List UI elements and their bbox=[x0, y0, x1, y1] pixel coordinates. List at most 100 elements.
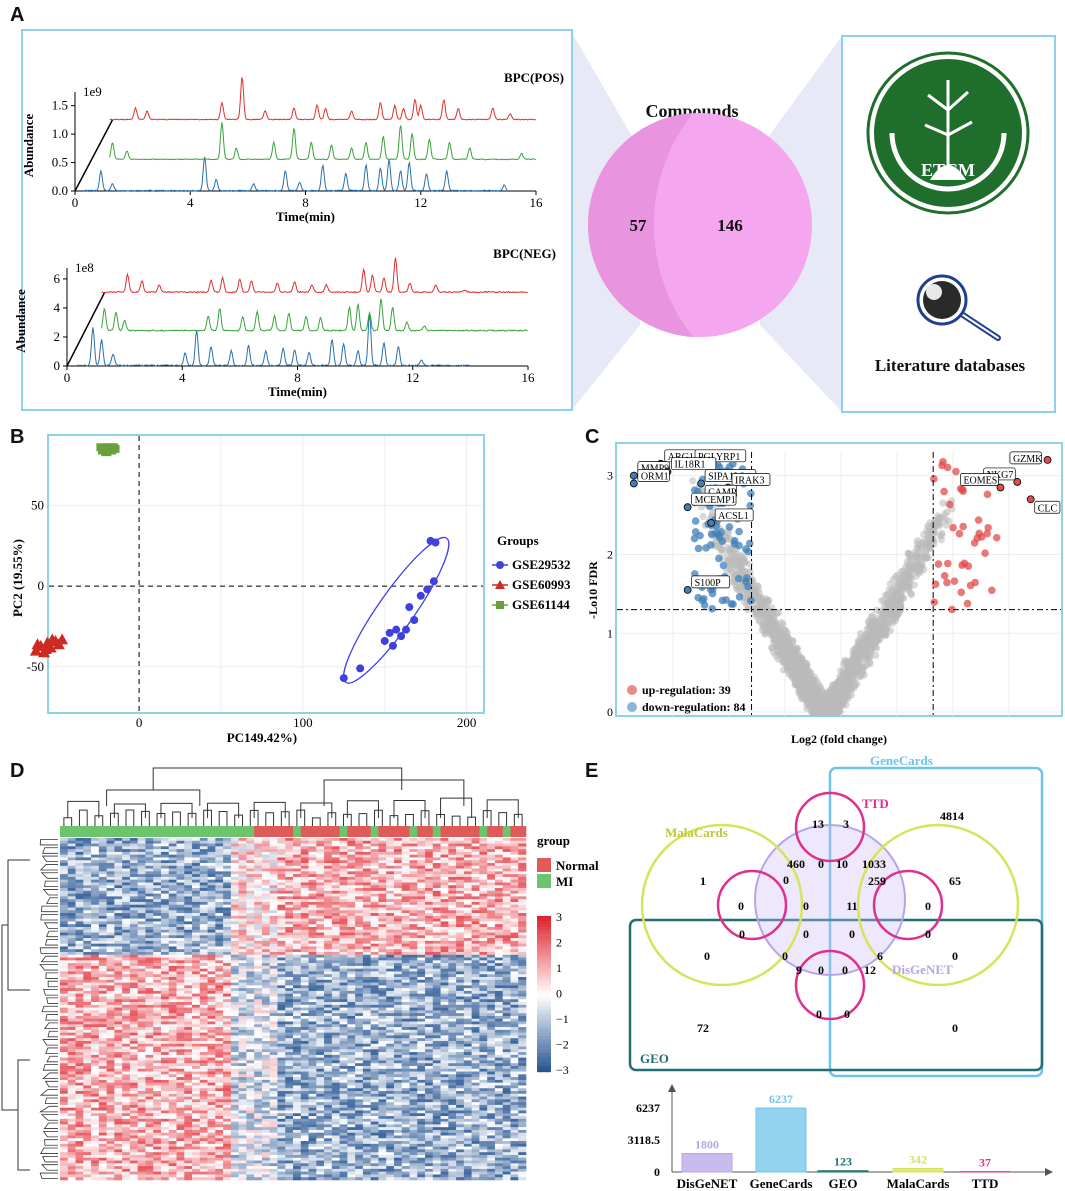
heatmap-cell bbox=[487, 913, 496, 917]
heatmap-cell bbox=[83, 874, 92, 878]
heatmap-cell bbox=[355, 854, 364, 858]
heatmap-cell bbox=[106, 926, 115, 931]
heatmap-cell bbox=[456, 879, 465, 883]
heatmap-cell bbox=[463, 846, 472, 850]
heatmap-cell bbox=[409, 938, 418, 942]
heatmap-cell bbox=[106, 849, 115, 853]
heatmap-cell bbox=[401, 838, 410, 842]
heatmap-cell bbox=[254, 840, 263, 844]
heatmap-cell bbox=[207, 926, 216, 931]
heatmap-cell bbox=[277, 843, 286, 847]
etcm-logo: ETCM bbox=[866, 51, 1030, 215]
heatmap-cell bbox=[83, 918, 92, 922]
heatmap-cell bbox=[293, 871, 302, 875]
labeled-gene-point bbox=[707, 519, 716, 527]
heatmap-cell bbox=[114, 954, 123, 958]
heatmap-cell bbox=[378, 904, 387, 908]
heatmap-cell bbox=[122, 868, 131, 872]
heatmap-cell bbox=[502, 954, 511, 958]
heatmap-cell bbox=[331, 935, 340, 939]
heatmap-cell bbox=[324, 938, 333, 942]
dendrogram-branch bbox=[39, 1172, 58, 1180]
heatmap-cell bbox=[98, 893, 107, 897]
heatmap-cell bbox=[129, 918, 138, 922]
heatmap-cell bbox=[168, 871, 177, 875]
heatmap-cell bbox=[114, 843, 123, 847]
dendrogram-branch bbox=[43, 1122, 58, 1129]
heatmap-cell bbox=[106, 932, 115, 936]
heatmap-cell bbox=[160, 938, 170, 942]
heatmap-cell bbox=[129, 838, 138, 842]
heatmap-cell bbox=[339, 868, 348, 872]
heatmap-cell bbox=[324, 885, 333, 889]
down-point bbox=[694, 544, 703, 553]
heatmap-cell bbox=[67, 874, 76, 878]
heatmap-cell bbox=[378, 965, 387, 969]
x-tick-label: 4 bbox=[187, 195, 194, 210]
heatmap-cell bbox=[479, 921, 488, 925]
heatmap-cell bbox=[129, 952, 138, 956]
heatmap-cell bbox=[114, 926, 123, 931]
heatmap-cell bbox=[370, 893, 379, 897]
heatmap-cell bbox=[137, 935, 146, 939]
heatmap-cell bbox=[440, 940, 449, 944]
heatmap-cell bbox=[129, 929, 138, 933]
heatmap-cell bbox=[417, 890, 426, 894]
grey-point bbox=[918, 559, 926, 567]
heatmap-cell bbox=[246, 882, 255, 886]
heatmap-cell bbox=[347, 965, 356, 969]
heatmap-cell bbox=[285, 957, 294, 961]
heatmap-cell bbox=[261, 846, 270, 850]
heatmap-cell bbox=[448, 882, 457, 886]
heatmap-cell bbox=[355, 943, 364, 947]
heatmap-cell bbox=[479, 938, 488, 942]
heatmap-cell bbox=[386, 885, 395, 889]
heatmap-cell bbox=[83, 896, 92, 900]
heatmap-cell bbox=[168, 910, 177, 914]
heatmap-cell bbox=[122, 843, 131, 847]
heatmap-cell bbox=[487, 952, 496, 956]
heatmap-cell bbox=[479, 871, 488, 875]
heatmap-cell bbox=[463, 907, 472, 911]
heatmap-cell bbox=[471, 926, 480, 931]
heatmap-cell bbox=[293, 910, 302, 914]
heatmap-cell bbox=[91, 885, 100, 889]
heatmap-cell bbox=[176, 868, 185, 872]
heatmap-cell bbox=[254, 838, 263, 842]
heatmap-cell bbox=[192, 965, 201, 969]
heatmap-cell bbox=[456, 849, 465, 853]
heatmap-cell bbox=[518, 952, 527, 956]
heatmap-cell bbox=[67, 965, 76, 969]
heatmap-cell bbox=[331, 849, 340, 853]
heatmap-cell bbox=[238, 840, 247, 844]
heatmap-cell bbox=[75, 840, 84, 844]
heatmap-cell bbox=[300, 910, 309, 914]
heatmap-cell bbox=[417, 882, 426, 886]
heatmap-cell bbox=[199, 929, 208, 933]
heatmap-cell bbox=[230, 949, 239, 953]
heatmap-cell bbox=[122, 899, 131, 903]
heatmap-cell bbox=[176, 910, 185, 914]
heatmap-cell bbox=[223, 918, 232, 922]
heatmap-cell bbox=[114, 913, 123, 917]
heatmap-cell bbox=[331, 888, 340, 892]
heatmap-cell bbox=[393, 954, 403, 958]
heatmap-cell bbox=[324, 960, 333, 964]
heatmap-cell bbox=[300, 943, 309, 947]
heatmap-cell bbox=[160, 918, 170, 922]
venn-value-57: 57 bbox=[630, 216, 648, 235]
heatmap-cell bbox=[456, 882, 465, 886]
down-point bbox=[727, 600, 736, 608]
heatmap-cell bbox=[463, 876, 472, 881]
heatmap-cell bbox=[176, 921, 185, 925]
heatmap-cell bbox=[409, 921, 418, 925]
heatmap-cell bbox=[502, 899, 511, 903]
heatmap-cell bbox=[494, 838, 503, 842]
heatmap-cell bbox=[339, 849, 348, 853]
heatmap-cell bbox=[432, 840, 441, 844]
heatmap-cell bbox=[176, 876, 185, 881]
heatmap-cell bbox=[230, 946, 239, 950]
pca-point-GSE60993 bbox=[39, 643, 52, 655]
heatmap-cell bbox=[122, 890, 131, 894]
heatmap-cell bbox=[300, 960, 309, 964]
